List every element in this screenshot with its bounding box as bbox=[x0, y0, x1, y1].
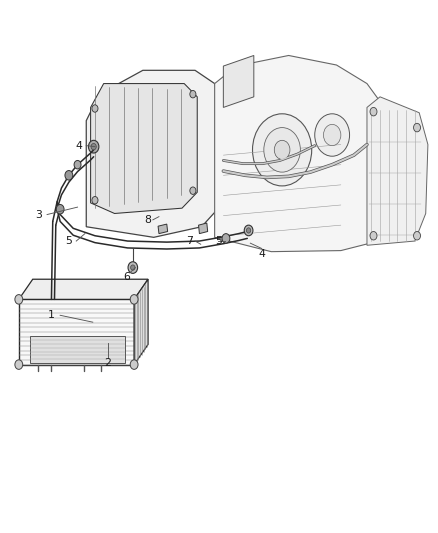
Circle shape bbox=[74, 160, 81, 169]
Circle shape bbox=[15, 295, 23, 304]
Circle shape bbox=[370, 231, 377, 240]
Circle shape bbox=[274, 140, 290, 159]
Circle shape bbox=[413, 231, 420, 240]
Circle shape bbox=[92, 105, 98, 112]
Circle shape bbox=[65, 171, 73, 180]
Circle shape bbox=[130, 295, 138, 304]
Circle shape bbox=[130, 360, 138, 369]
Text: 6: 6 bbox=[123, 272, 130, 282]
Text: 4: 4 bbox=[258, 249, 265, 259]
Circle shape bbox=[91, 143, 96, 150]
Text: 4: 4 bbox=[75, 141, 82, 151]
Polygon shape bbox=[158, 224, 168, 233]
Text: 5: 5 bbox=[65, 236, 72, 246]
Polygon shape bbox=[134, 279, 148, 365]
Circle shape bbox=[190, 187, 196, 195]
Circle shape bbox=[323, 124, 341, 146]
Circle shape bbox=[56, 205, 64, 214]
Circle shape bbox=[244, 225, 253, 236]
Circle shape bbox=[190, 91, 196, 98]
Circle shape bbox=[131, 265, 135, 270]
Text: 1: 1 bbox=[48, 310, 55, 320]
Polygon shape bbox=[30, 336, 125, 363]
Circle shape bbox=[92, 197, 98, 204]
Polygon shape bbox=[19, 300, 134, 365]
Polygon shape bbox=[367, 97, 428, 245]
Circle shape bbox=[413, 123, 420, 132]
Circle shape bbox=[222, 233, 230, 243]
Text: 3: 3 bbox=[35, 209, 42, 220]
Polygon shape bbox=[223, 55, 254, 108]
Polygon shape bbox=[19, 279, 148, 300]
Circle shape bbox=[315, 114, 350, 156]
Polygon shape bbox=[198, 223, 208, 233]
Text: 5: 5 bbox=[215, 236, 222, 246]
Text: 2: 2 bbox=[105, 358, 111, 368]
Circle shape bbox=[253, 114, 312, 186]
Circle shape bbox=[88, 140, 99, 153]
Text: 7: 7 bbox=[186, 236, 193, 246]
Polygon shape bbox=[86, 70, 223, 237]
Circle shape bbox=[264, 127, 300, 172]
Circle shape bbox=[15, 360, 23, 369]
Circle shape bbox=[128, 262, 138, 273]
Circle shape bbox=[247, 228, 251, 233]
Circle shape bbox=[370, 108, 377, 116]
Text: 8: 8 bbox=[144, 215, 151, 225]
Polygon shape bbox=[91, 84, 197, 214]
Polygon shape bbox=[215, 55, 419, 252]
